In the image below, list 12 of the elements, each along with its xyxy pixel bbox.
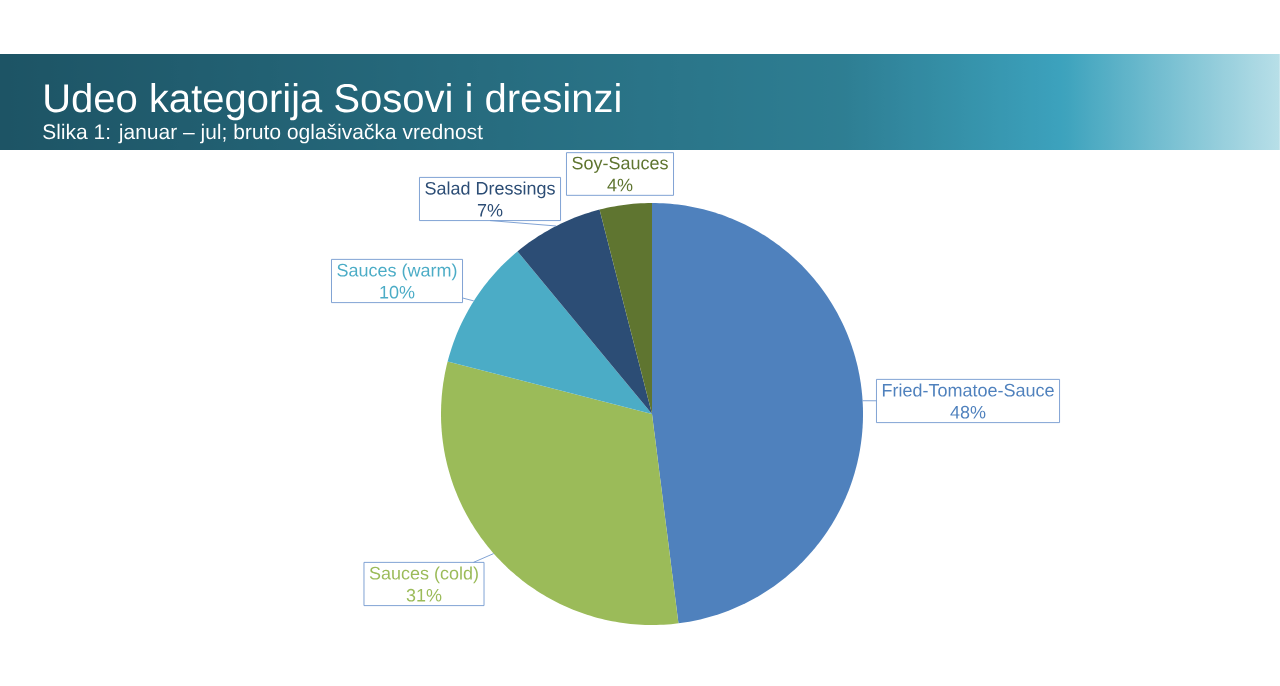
slice-label: Sauces (warm): [337, 263, 457, 281]
chart-subtitle: Slika 1: januar – jul; bruto oglašivačka vrednost: [43, 123, 483, 144]
data-label: 10%: [380, 285, 415, 299]
slice-label: Sauces (cold): [369, 566, 478, 584]
slice-label: Salad Dressings: [425, 181, 555, 199]
data-label: 48%: [950, 405, 986, 419]
data-label: 4%: [607, 178, 633, 192]
data-label: 31%: [406, 588, 442, 602]
slice-label: Fried-Tomatoe-Sauce: [882, 383, 1054, 397]
slice-label: Soy-Sauces: [572, 156, 668, 173]
data-label: 7%: [477, 203, 503, 217]
chart-title: Udeo kategorija Sosovi i dresinzi: [45, 83, 620, 121]
